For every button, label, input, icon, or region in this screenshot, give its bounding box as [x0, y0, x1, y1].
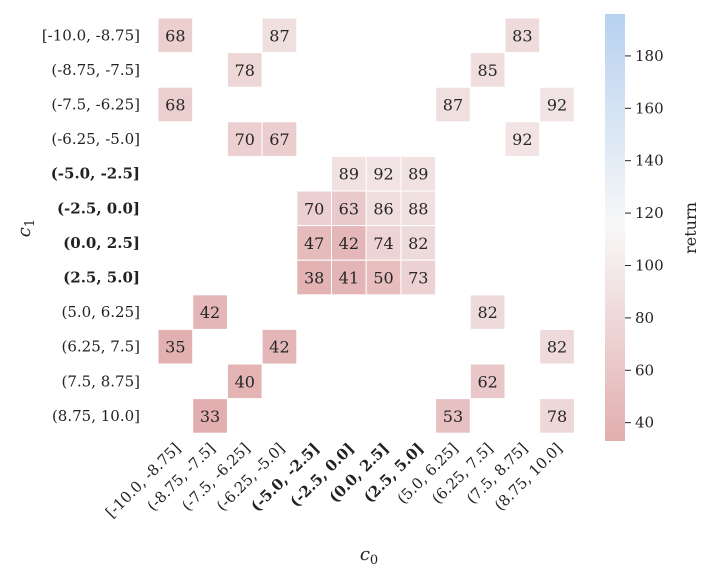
cell-value-label: 70 — [304, 199, 324, 218]
cell-value-label: 42 — [339, 234, 359, 253]
y-tick-label: (7.5, 8.75] — [62, 372, 141, 390]
heatmap-cell — [435, 398, 471, 434]
y-tick-label: (8.75, 10.0] — [52, 407, 140, 425]
heatmap-cell — [331, 190, 367, 227]
cell-value-label: 67 — [269, 130, 289, 149]
heatmap-cell — [261, 121, 298, 157]
heatmap-cell — [539, 328, 575, 365]
cell-value-label: 33 — [200, 407, 220, 426]
heatmap-cell — [400, 225, 437, 261]
heatmap-cell — [504, 17, 541, 54]
y-tick-label: (5.0, 6.25] — [62, 303, 141, 321]
heatmap-cell — [296, 225, 332, 261]
cell-value-label: 78 — [235, 61, 255, 80]
colorbar-label: return — [681, 202, 700, 254]
cell-value-label: 86 — [373, 199, 393, 218]
colorbar-tick-label: 40 — [635, 414, 654, 432]
heatmap-cell — [469, 363, 506, 400]
colorbar-gradient — [605, 14, 625, 441]
y-tick-label: [-10.0, -8.75] — [42, 26, 140, 44]
colorbar-tick-label: 160 — [635, 99, 664, 117]
heatmap-cell — [157, 328, 194, 365]
cell-value-label: 73 — [408, 269, 428, 288]
cell-value-label: 68 — [165, 96, 185, 115]
colorbar: 40 60 80 100 120 140 160 180 return — [605, 14, 700, 441]
heatmap-cell — [400, 259, 437, 296]
cell-value-label: 38 — [304, 269, 324, 288]
x-axis-label: c0 — [360, 544, 378, 568]
y-tick-label: (-5.0, -2.5] — [51, 165, 140, 183]
heatmap-cell — [469, 294, 506, 330]
cell-value-label: 89 — [339, 165, 359, 184]
cell-value-label: 82 — [408, 234, 428, 253]
cell-value-label: 88 — [408, 199, 428, 218]
cell-value-label: 74 — [373, 234, 393, 253]
heatmap-cell — [504, 121, 541, 157]
cell-value-label: 42 — [200, 303, 220, 322]
cell-value-label: 50 — [373, 269, 393, 288]
heatmap-cell — [331, 155, 367, 192]
cell-value-label: 92 — [373, 165, 393, 184]
y-tick-label: (2.5, 5.0] — [63, 269, 140, 287]
y-tick-label: (-8.75, -7.5] — [51, 61, 140, 79]
x-tick-labels: [-10.0, -8.75](-8.75, -7.5](-7.5, -6.25]… — [102, 439, 566, 521]
heatmap-cell — [226, 121, 263, 157]
cell-value-label: 83 — [512, 26, 532, 45]
heatmap-cell — [400, 190, 437, 227]
cell-value-label: 53 — [443, 407, 463, 426]
cell-value-label: 63 — [339, 199, 359, 218]
cell-value-label: 82 — [477, 303, 497, 322]
colorbar-tick-label: 60 — [635, 361, 654, 379]
cell-value-label: 89 — [408, 165, 428, 184]
y-tick-label: (-2.5, 0.0] — [57, 199, 140, 217]
heatmap-cell — [435, 86, 471, 123]
cell-value-label: 70 — [235, 130, 255, 149]
colorbar-ticks: 40 60 80 100 120 140 160 180 — [625, 47, 664, 432]
heatmap-cell — [192, 294, 228, 330]
heatmap-cell — [400, 155, 437, 192]
colorbar-tick-label: 140 — [635, 152, 664, 170]
y-axis-label: c1 — [14, 219, 38, 237]
cell-value-label: 87 — [269, 26, 289, 45]
cell-value-label: 42 — [269, 338, 289, 357]
heatmap-cell — [157, 86, 194, 123]
cell-value-label: 82 — [547, 338, 567, 357]
heatmap-cell — [469, 52, 506, 88]
heatmap-cell — [226, 363, 263, 400]
y-tick-label: (6.25, 7.5] — [62, 338, 141, 356]
colorbar-tick-label: 180 — [635, 47, 664, 65]
cell-value-label: 41 — [339, 269, 359, 288]
heatmap-cell — [261, 17, 298, 54]
cell-value-label: 85 — [477, 61, 497, 80]
cell-value-label: 40 — [235, 372, 255, 391]
heatmap-cell — [226, 52, 263, 88]
heatmap-cells: 68 87 83 78 85 68 87 92 70 67 92 89 92 89 70 63 86 88 47 42… — [157, 17, 575, 434]
cell-value-label: 35 — [165, 338, 185, 357]
heatmap-cell — [365, 190, 402, 227]
colorbar-tick-label: 120 — [635, 204, 664, 222]
cell-value-label: 92 — [547, 96, 567, 115]
heatmap-cell — [192, 398, 228, 434]
heatmap-cell — [296, 259, 332, 296]
y-tick-labels: [-10.0, -8.75] (-8.75, -7.5] (-7.5, -6.25]… — [42, 26, 140, 425]
y-tick-label: (0.0, 2.5] — [63, 234, 140, 252]
heatmap-cell — [261, 328, 298, 365]
colorbar-tick-label: 80 — [635, 309, 654, 327]
cell-value-label: 47 — [304, 234, 324, 253]
y-tick-label: (-7.5, -6.25] — [51, 96, 140, 114]
cell-value-label: 62 — [477, 372, 497, 391]
heatmap-cell — [365, 225, 402, 261]
heatmap-cell — [365, 259, 402, 296]
colorbar-tick-label: 100 — [635, 256, 664, 274]
heatmap-cell — [539, 398, 575, 434]
heatmap-cell — [539, 86, 575, 123]
cell-value-label: 78 — [547, 407, 567, 426]
heatmap-cell — [157, 17, 194, 54]
y-tick-label: (-6.25, -5.0] — [51, 130, 140, 148]
cell-value-label: 92 — [512, 130, 532, 149]
cell-value-label: 68 — [165, 26, 185, 45]
cell-value-label: 87 — [443, 96, 463, 115]
heatmap-cell — [331, 225, 367, 261]
